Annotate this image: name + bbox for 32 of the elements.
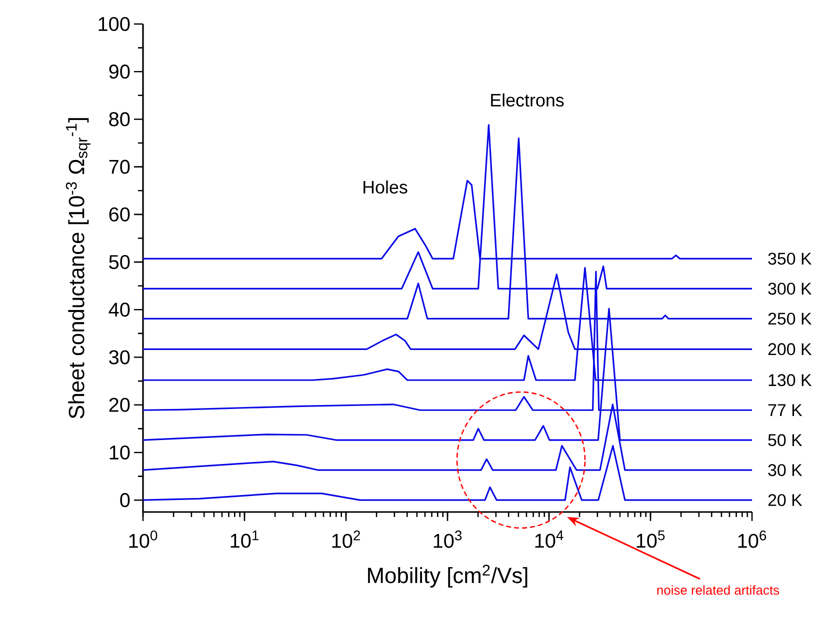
y-tick-label: 60 <box>109 207 130 222</box>
series-label: 250 K <box>768 312 812 325</box>
series-label: 350 K <box>768 252 812 265</box>
series-label: 130 K <box>768 374 812 386</box>
y-axis-title: Sheet conductance [10$^{-3}$ Ω$_{sqr}$$^{-1}$] <box>66 118 90 418</box>
y-tick-label: 40 <box>108 302 130 317</box>
x-axis-title: Mobility [cm$^{2}$/Vs] <box>368 564 528 588</box>
x-tick-label: 10$^{4}$ <box>535 530 564 548</box>
x-tick-label: 10$^{6}$ <box>738 530 766 548</box>
series-label: 300 K <box>768 282 812 295</box>
x-tick-label: 10$^{5}$ <box>636 530 665 548</box>
y-tick-label: 80 <box>109 112 130 126</box>
text: noise related artifacts <box>657 585 780 595</box>
x-tick-label: 10$^{2}$ <box>332 530 360 548</box>
series-label: 50 K <box>768 434 802 446</box>
series-label: 20 K <box>768 494 802 506</box>
y-tick-label: 20 <box>109 398 130 412</box>
x-tick-label: 10$^{3}$ <box>434 530 462 548</box>
x-tick-label: 10$^{0}$ <box>129 530 158 548</box>
series-label: 77 K <box>768 404 802 416</box>
y-tick-label: 0 <box>120 493 130 508</box>
x-tick-label: 10$^{1}$ <box>230 530 259 548</box>
y-tick-label: 100 <box>98 16 130 32</box>
y-tick-label: 70 <box>109 160 130 174</box>
y-tick-label: 90 <box>109 64 130 79</box>
y-tick-label: 10 <box>110 445 130 460</box>
series-label: 200 K <box>768 343 812 356</box>
series-label: 30 K <box>768 464 802 476</box>
y-tick-label: 50 <box>109 255 130 270</box>
y-tick-label: 30 <box>109 350 130 364</box>
annotation: Electrons <box>491 93 564 107</box>
annotation: Holes <box>364 180 408 194</box>
